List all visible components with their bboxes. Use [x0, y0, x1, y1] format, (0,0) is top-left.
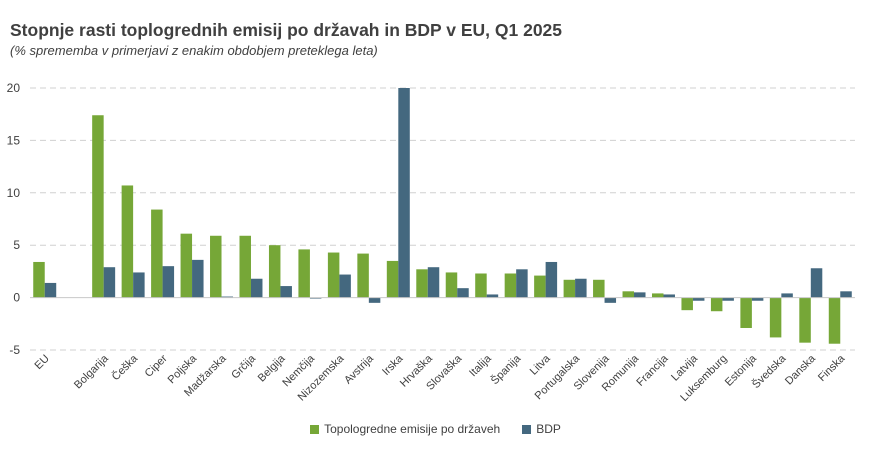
- legend-swatch-emissions: [310, 424, 320, 434]
- bar-gdp: [398, 88, 410, 298]
- bar-gdp: [192, 259, 204, 298]
- x-tick-label: Grčija: [229, 352, 258, 381]
- bar-emissions: [769, 297, 782, 338]
- bar-gdp: [280, 286, 292, 298]
- bar-emissions: [504, 273, 517, 298]
- bar-gdp: [604, 297, 617, 303]
- x-tick-label: Irska: [380, 352, 406, 378]
- chart-legend: Topologredne emisije po državeh BDP: [0, 422, 871, 436]
- bar-gdp: [250, 278, 263, 298]
- bar-gdp: [162, 266, 175, 298]
- x-tick-label: Španija: [488, 351, 524, 387]
- bar-emissions: [180, 233, 193, 298]
- bar-gdp: [133, 272, 145, 298]
- bar-gdp: [575, 278, 587, 298]
- legend-label-gdp: BDP: [536, 422, 561, 436]
- bar-emissions: [151, 209, 163, 298]
- bar-emissions: [357, 253, 369, 298]
- legend-item-gdp: BDP: [522, 422, 561, 436]
- bar-emissions: [327, 252, 340, 298]
- bar-gdp: [221, 296, 234, 298]
- x-tick-label: Finska: [816, 352, 848, 384]
- x-tick-label: Danska: [783, 352, 818, 387]
- bar-gdp: [663, 294, 675, 298]
- bar-emissions: [210, 235, 222, 298]
- bar-emissions: [268, 245, 281, 298]
- bar-emissions: [681, 297, 693, 311]
- bar-emissions: [239, 235, 251, 298]
- bar-gdp: [103, 267, 116, 298]
- bar-gdp: [634, 292, 646, 298]
- x-tick-label: Avstrija: [342, 352, 376, 386]
- bar-emissions: [416, 269, 428, 298]
- bar-emissions: [593, 279, 605, 298]
- bar-gdp: [810, 268, 823, 298]
- bar-emissions: [33, 261, 45, 298]
- bar-gdp: [751, 297, 764, 301]
- x-tick-label: Češka: [109, 351, 141, 383]
- x-tick-label: Italija: [467, 352, 494, 379]
- x-tick-label: Švedska: [749, 351, 789, 391]
- x-tick-label: Bolgarija: [72, 352, 111, 391]
- x-tick-label: Francija: [634, 352, 671, 389]
- bar-gdp: [692, 297, 705, 301]
- x-tick-label: Ciper: [143, 352, 170, 379]
- bar-gdp: [840, 291, 852, 298]
- bar-emissions: [799, 297, 811, 343]
- bar-emissions: [828, 297, 841, 344]
- bar-gdp: [516, 269, 528, 298]
- bar-emissions: [298, 249, 310, 298]
- bar-gdp: [545, 261, 558, 298]
- bar-gdp: [368, 297, 381, 303]
- legend-swatch-gdp: [522, 424, 532, 434]
- bar-emissions: [92, 115, 104, 298]
- bar-emissions: [386, 260, 399, 298]
- x-tick-label: EU: [33, 353, 52, 372]
- bar-emissions: [740, 297, 752, 328]
- bar-gdp: [339, 274, 351, 298]
- bar-emissions: [563, 279, 576, 298]
- legend-item-emissions: Topologredne emisije po državeh: [310, 422, 500, 436]
- bar-gdp: [722, 297, 734, 301]
- bar-emissions: [445, 272, 458, 298]
- bar-emissions: [622, 291, 635, 298]
- bar-emissions: [651, 293, 664, 298]
- chart-subtitle: (% sprememba v primerjavi z enakim obdob…: [10, 43, 378, 58]
- bar-emissions: [710, 297, 723, 312]
- y-tick-label: 5: [13, 238, 20, 252]
- bar-gdp: [457, 288, 469, 298]
- bar-emissions: [534, 275, 546, 298]
- legend-label-emissions: Topologredne emisije po državeh: [324, 422, 501, 436]
- y-tick-label: 0: [13, 291, 20, 305]
- y-tick-label: 20: [7, 81, 21, 95]
- bar-emissions: [121, 185, 134, 298]
- bar-gdp: [781, 293, 793, 298]
- bar-emissions: [475, 273, 487, 298]
- bar-gdp: [486, 294, 499, 298]
- y-tick-label: -5: [9, 343, 20, 357]
- y-tick-label: 10: [7, 186, 21, 200]
- bar-gdp: [427, 267, 440, 298]
- chart-title: Stopnje rasti toplogrednih emisij po drž…: [10, 20, 563, 40]
- bar-gdp: [44, 282, 57, 298]
- x-tick-label: Litva: [528, 352, 554, 378]
- y-tick-label: 15: [7, 133, 21, 147]
